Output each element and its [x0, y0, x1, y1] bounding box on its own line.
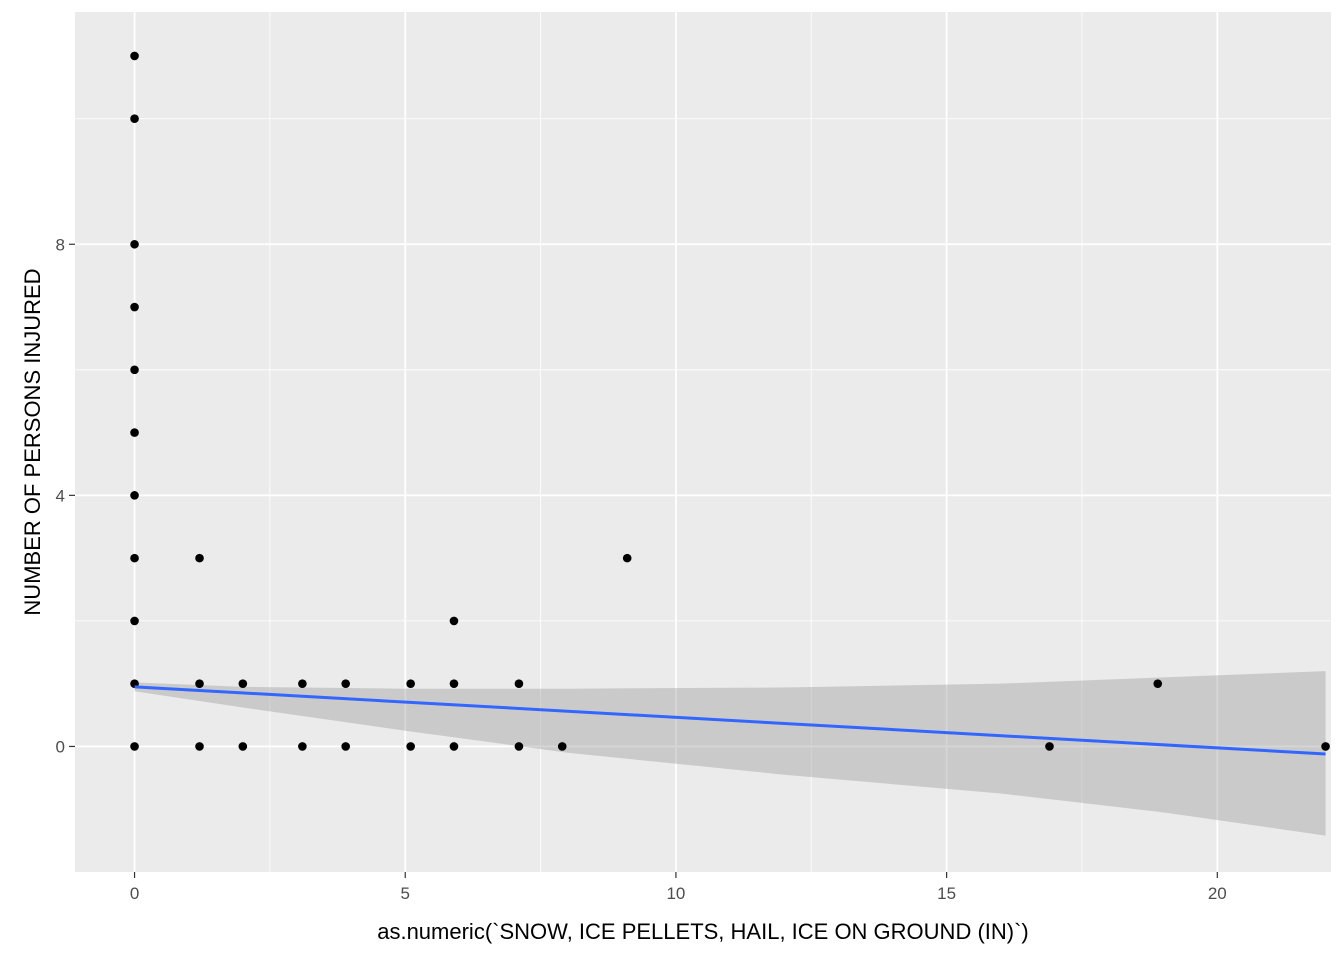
- data-point: [195, 679, 204, 688]
- y-tick-label: 0: [56, 737, 65, 756]
- confidence-band-layer: [134, 671, 1326, 836]
- x-axis-ticks: 0 5 10 15 20: [130, 872, 1227, 903]
- data-point: [514, 679, 524, 688]
- data-point: [406, 742, 415, 751]
- confidence-band: [134, 671, 1326, 836]
- data-point: [195, 742, 204, 751]
- data-point: [130, 616, 139, 626]
- x-axis-title: as.numeric(`SNOW, ICE PELLETS, HAIL, ICE…: [377, 919, 1029, 944]
- x-tick-label: 15: [937, 884, 956, 903]
- grid-major: [75, 12, 1331, 872]
- data-point: [130, 365, 139, 375]
- data-point: [238, 742, 248, 751]
- data-point: [298, 679, 307, 688]
- data-point: [130, 491, 139, 500]
- y-tick-label: 4: [56, 486, 65, 505]
- data-point: [130, 239, 139, 249]
- data-point: [130, 51, 139, 61]
- data-point: [449, 679, 459, 688]
- x-tick-label: 10: [666, 884, 685, 903]
- data-point: [195, 553, 204, 563]
- data-point: [514, 742, 524, 751]
- fit-line: [134, 685, 1326, 756]
- data-point: [1045, 742, 1054, 751]
- points-layer: [130, 51, 1330, 751]
- data-point: [238, 679, 248, 688]
- y-axis-title: NUMBER OF PERSONS INJURED: [20, 268, 45, 615]
- data-point: [449, 742, 459, 751]
- x-tick-label: 20: [1208, 884, 1227, 903]
- data-point: [130, 742, 139, 751]
- data-point: [341, 742, 350, 751]
- data-point: [1153, 679, 1163, 688]
- data-point: [557, 742, 567, 751]
- data-point: [1321, 742, 1330, 751]
- data-point: [622, 553, 632, 563]
- fit-line-layer: [134, 685, 1326, 756]
- data-point: [130, 302, 139, 312]
- data-point: [130, 114, 139, 124]
- data-point: [130, 553, 139, 563]
- y-tick-label: 8: [56, 235, 65, 254]
- data-point: [341, 679, 350, 688]
- data-point: [406, 679, 415, 688]
- plot-panel: [75, 12, 1331, 872]
- y-axis-ticks: 0 4 8: [56, 235, 75, 756]
- data-point: [449, 616, 459, 626]
- grid-minor: [75, 12, 1331, 872]
- data-point: [298, 742, 307, 751]
- data-point: [130, 428, 139, 437]
- x-tick-label: 0: [130, 884, 139, 903]
- x-tick-label: 5: [401, 884, 410, 903]
